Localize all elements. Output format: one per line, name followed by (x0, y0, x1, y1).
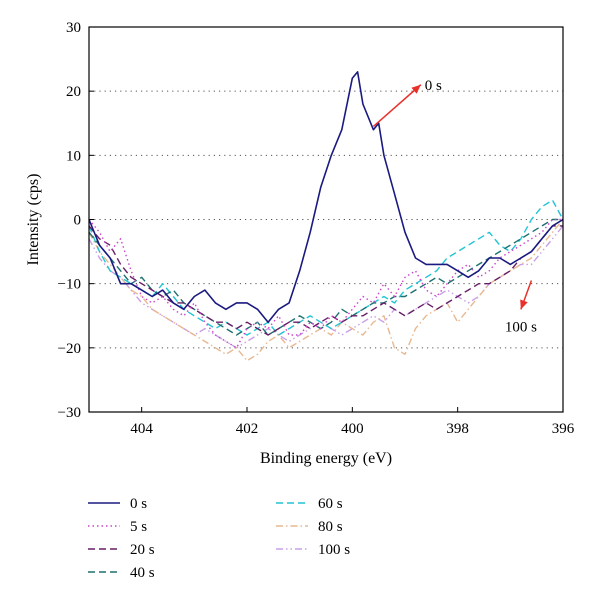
annotation-label: 0 s (425, 78, 442, 94)
legend-item: 20 s (88, 542, 155, 558)
legend-label: 60 s (318, 496, 343, 512)
y-tick-label: 10 (66, 148, 81, 164)
legend-item: 80 s (276, 519, 343, 535)
y-tick-label: 0 (74, 213, 82, 229)
grid-lines (89, 90, 563, 349)
legend-label: 40 s (130, 565, 155, 581)
series-line (88, 71, 564, 324)
series-line (88, 218, 563, 349)
legend-item: 100 s (276, 542, 350, 558)
legend-label: 80 s (318, 519, 343, 535)
y-tick-label: −20 (58, 341, 81, 357)
y-tick-label: −30 (58, 405, 81, 421)
series-line (88, 219, 564, 362)
plot-frame (88, 26, 564, 413)
x-tick-label: 404 (130, 421, 153, 437)
annotation-arrow (520, 280, 533, 310)
x-tick-label: 400 (341, 421, 364, 437)
axis-ticks: −30 −20 −10 0 10 20 30 404 402 400 398 396 (58, 20, 575, 437)
x-axis-title: Binding energy (eV) (260, 450, 392, 467)
annotations: 0 s 100 s (372, 78, 537, 335)
legend-item: 40 s (88, 565, 155, 581)
x-tick-label: 398 (446, 421, 469, 437)
series-line (88, 225, 563, 336)
legend-label: 20 s (130, 542, 155, 558)
legend-label: 5 s (130, 519, 147, 535)
y-axis-title: Intensity (cps) (25, 174, 42, 266)
legend-label: 100 s (318, 542, 350, 558)
series-layer (88, 71, 564, 362)
y-tick-label: 30 (66, 20, 81, 36)
legend: 0 s 5 s 20 s 40 s 60 s 80 s 100 s (88, 496, 350, 581)
x-tick-label: 396 (552, 421, 575, 437)
series-line (88, 218, 563, 336)
annotation-arrow (372, 84, 422, 128)
y-tick-label: 20 (66, 84, 81, 100)
legend-label: 0 s (130, 496, 147, 512)
x-tick-label: 402 (236, 421, 259, 437)
legend-item: 60 s (276, 496, 343, 512)
legend-item: 5 s (88, 519, 147, 535)
series-line (88, 199, 564, 336)
y-tick-label: −10 (58, 277, 81, 293)
annotation-label: 100 s (505, 319, 537, 335)
legend-item: 0 s (88, 496, 147, 512)
